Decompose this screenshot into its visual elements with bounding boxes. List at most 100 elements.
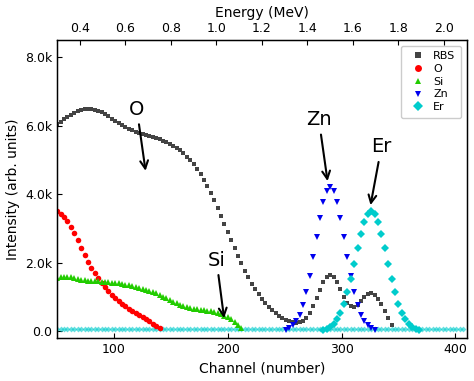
Zn — [300, 303, 306, 307]
O — [150, 321, 155, 326]
RBS — [146, 134, 152, 138]
O — [102, 285, 108, 290]
Zn — [290, 323, 295, 328]
Line: RBS: RBS — [55, 107, 394, 327]
Er — [413, 327, 419, 331]
Er — [409, 325, 415, 329]
O — [85, 259, 91, 264]
X-axis label: Energy (MeV): Energy (MeV) — [215, 6, 309, 19]
Zn — [324, 189, 329, 193]
Er — [365, 212, 371, 216]
Zn — [320, 200, 326, 204]
Zn — [348, 274, 354, 278]
Zn — [297, 312, 302, 317]
Zn — [368, 326, 374, 330]
Er — [406, 322, 411, 326]
O — [78, 245, 84, 250]
Zn — [303, 290, 309, 295]
O — [75, 238, 81, 243]
RBS — [55, 121, 60, 126]
Zn — [293, 319, 299, 323]
Si — [55, 276, 60, 280]
Zn — [372, 327, 377, 332]
O — [140, 315, 146, 319]
Zn — [331, 189, 337, 193]
Zn — [358, 312, 364, 317]
Si — [235, 323, 241, 327]
Zn — [317, 216, 323, 220]
O — [55, 209, 60, 214]
Er — [345, 290, 350, 295]
RBS — [320, 280, 326, 284]
O — [112, 296, 118, 300]
O — [129, 309, 135, 314]
Er — [337, 310, 343, 315]
O — [143, 317, 149, 321]
Er — [399, 310, 405, 315]
O — [109, 292, 115, 297]
O — [82, 253, 87, 257]
Zn — [337, 216, 343, 220]
Si — [126, 283, 132, 287]
Legend: RBS, O, Si, Zn, Er: RBS, O, Si, Zn, Er — [401, 45, 461, 118]
Er — [396, 301, 401, 306]
O — [133, 311, 138, 315]
Er — [320, 328, 326, 332]
RBS — [137, 131, 142, 135]
Er — [382, 246, 388, 250]
Y-axis label: Intensity (arb. units): Intensity (arb. units) — [6, 118, 19, 260]
O — [64, 219, 70, 224]
O — [61, 215, 67, 219]
O — [68, 224, 74, 229]
Zn — [286, 326, 292, 330]
O — [99, 281, 104, 285]
Er — [348, 277, 354, 281]
O — [106, 289, 111, 293]
Er — [372, 212, 377, 216]
Si — [78, 277, 84, 282]
Line: Er: Er — [321, 209, 421, 333]
Line: Zn: Zn — [283, 184, 377, 333]
Er — [355, 246, 360, 250]
Zn — [351, 290, 357, 295]
Zn — [310, 255, 316, 259]
Text: Zn: Zn — [306, 110, 332, 179]
O — [123, 304, 128, 309]
Zn — [362, 319, 367, 323]
Text: Si: Si — [208, 251, 227, 316]
Si — [221, 314, 227, 318]
O — [72, 231, 77, 235]
Zn — [314, 235, 319, 240]
RBS — [389, 323, 394, 327]
RBS — [225, 229, 231, 234]
Zn — [283, 327, 289, 332]
Zn — [328, 185, 333, 190]
Zn — [345, 255, 350, 259]
Er — [324, 327, 329, 331]
Si — [64, 275, 70, 279]
Si — [102, 280, 108, 284]
Si — [92, 279, 98, 283]
O — [157, 326, 163, 330]
Er — [385, 261, 391, 266]
X-axis label: Channel (number): Channel (number) — [199, 362, 325, 375]
O — [119, 301, 125, 306]
Zn — [307, 274, 312, 278]
Er — [334, 317, 340, 322]
Er — [358, 231, 364, 236]
O — [58, 211, 64, 216]
Er — [375, 219, 381, 224]
Line: Si: Si — [55, 274, 244, 330]
Er — [392, 290, 398, 295]
Er — [362, 219, 367, 224]
Er — [379, 231, 384, 236]
Text: Er: Er — [369, 138, 392, 203]
Er — [402, 317, 408, 322]
O — [126, 307, 132, 311]
Er — [331, 322, 337, 326]
Er — [416, 328, 422, 332]
Line: O: O — [55, 209, 163, 331]
RBS — [85, 106, 91, 111]
Er — [351, 261, 357, 266]
Text: O: O — [129, 100, 148, 168]
